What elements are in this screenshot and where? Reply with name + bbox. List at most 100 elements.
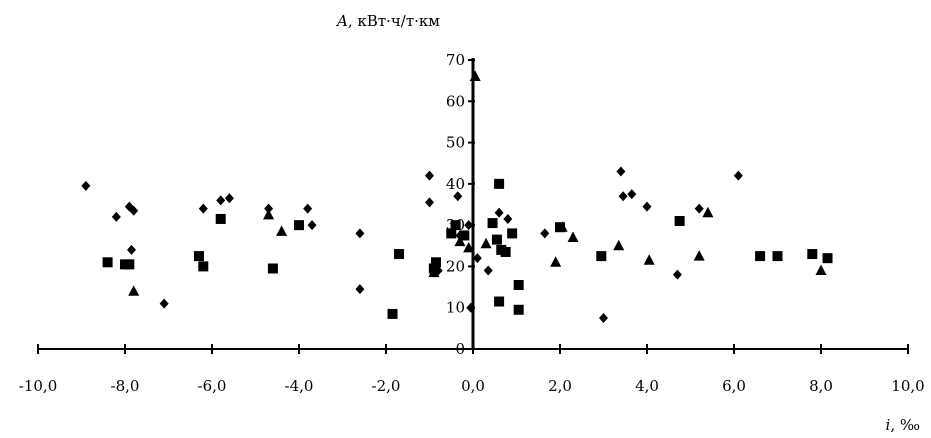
x-axis-title: i, ‰ [886,416,920,434]
data-point-diamond [127,244,137,255]
x-tick-label: 2,0 [548,377,572,395]
data-point-triangle [263,208,275,220]
data-point-diamond [466,302,476,313]
x-tick-label: -8,0 [111,377,140,395]
data-point-triangle [702,206,714,218]
data-point-square [198,261,209,272]
data-point-square [674,216,685,227]
data-point-triangle [613,239,625,251]
data-point-diamond [503,213,513,224]
data-point-diamond [618,191,628,202]
y-tick-label: 70 [446,51,465,69]
data-point-diamond [642,201,652,212]
data-point-square [446,228,457,239]
data-point-diamond [694,203,704,214]
data-point-square [215,213,226,224]
data-point-square [387,308,398,319]
data-point-diamond [599,313,608,324]
data-point-triangle [463,241,475,253]
data-point-square [450,220,461,231]
data-point-square [267,263,278,274]
plot-area: -10,0 -8,0 -6,0 -4,0 -2,0 0,0 2,0 4,0 6,0 8,0 10,0… [19,51,925,395]
data-point-square [124,259,135,270]
data-point-square [491,234,502,245]
x-tick-label: 8,0 [809,377,833,395]
data-point-diamond [425,170,434,181]
data-point-diamond [198,203,208,214]
y-tick-label: 20 [446,257,465,275]
y-tick-label: 50 [446,134,465,152]
data-point-diamond [307,220,317,231]
x-tick-label: 0,0 [461,377,485,395]
y-axis-title-unit: , кВт·ч/т·км [348,12,440,30]
data-point-diamond [425,197,434,208]
data-point-diamond [494,207,504,218]
data-point-square [500,246,511,257]
data-point-diamond [264,203,274,214]
y-axis-title: A, кВт·ч/т·км [335,12,440,30]
y-tick-label: 10 [446,299,465,317]
data-point-square [102,257,113,268]
data-point-diamond [303,203,313,214]
data-point-triangle [128,285,140,296]
data-point-square [193,251,204,262]
data-point-triangle [556,221,568,232]
data-point-triangle [276,225,288,236]
data-point-square [459,230,470,241]
data-point-triangle [815,264,827,276]
data-point-diamond [672,269,682,280]
data-point-diamond [81,180,91,191]
data-point-square [596,251,607,262]
x-tick-label: 4,0 [635,377,659,395]
data-point-triangle [550,256,562,267]
x-axis-title-unit: , ‰ [890,416,920,434]
data-point-square [494,178,505,189]
data-point-square [513,280,524,291]
x-tick-label: 10,0 [891,377,924,395]
x-tick-label: -6,0 [198,377,227,395]
y-tick-label: 0 [455,340,465,358]
data-point-square [822,253,833,264]
x-tick-label: -2,0 [372,377,401,395]
y-tick-label: 60 [446,92,465,110]
data-point-diamond [355,228,365,239]
x-axis-title-var: i [886,416,891,434]
data-point-triangle [693,250,705,261]
data-point-diamond [224,193,234,204]
data-point-diamond [111,211,121,222]
data-point-triangle [567,231,579,243]
data-point-diamond [616,166,626,177]
data-point-triangle [643,254,655,265]
data-point-diamond [453,191,463,202]
data-point-square [507,228,518,239]
data-point-diamond [216,195,226,206]
x-tick-label: -10,0 [19,377,57,395]
data-point-diamond [733,170,743,181]
data-point-triangle [428,266,440,278]
data-point-square [431,257,442,268]
y-tick-label: 40 [446,175,465,193]
data-point-diamond [472,253,482,264]
data-point-diamond [464,220,474,231]
y-axis-title-var: A [335,12,348,30]
data-point-diamond [627,189,637,200]
data-point-square [487,218,498,229]
data-point-square [294,220,304,231]
data-point-diamond [159,298,169,309]
data-point-square [772,251,783,262]
x-axis-ticks: -10,0 -8,0 -6,0 -4,0 -2,0 0,0 2,0 4,0 6,0 8,0 10,0 [19,344,925,395]
data-point-diamond [129,205,139,216]
data-point-diamond [483,265,493,276]
data-point-square [807,249,818,260]
x-tick-label: -4,0 [285,377,314,395]
data-point-triangle [469,70,481,82]
data-point-diamond [355,284,365,295]
data-point-triangle [454,235,466,247]
data-point-square [755,251,766,262]
x-tick-label: 6,0 [722,377,746,395]
data-point-diamond [540,228,550,239]
data-point-square [394,249,405,260]
data-point-square [513,304,524,315]
data-point-square [494,296,505,307]
